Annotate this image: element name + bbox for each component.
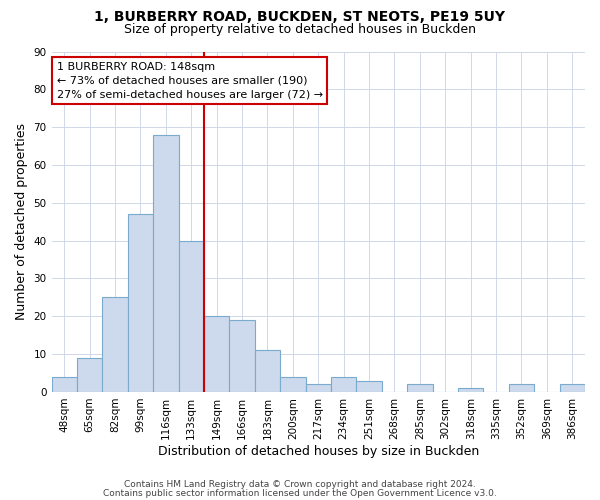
Bar — [280, 377, 305, 392]
Bar — [77, 358, 103, 392]
Bar — [407, 384, 433, 392]
Text: Contains HM Land Registry data © Crown copyright and database right 2024.: Contains HM Land Registry data © Crown c… — [124, 480, 476, 489]
Bar — [153, 134, 179, 392]
Bar — [128, 214, 153, 392]
Bar — [103, 298, 128, 392]
Y-axis label: Number of detached properties: Number of detached properties — [15, 123, 28, 320]
Bar — [305, 384, 331, 392]
Bar — [560, 384, 585, 392]
Bar — [509, 384, 534, 392]
Text: 1, BURBERRY ROAD, BUCKDEN, ST NEOTS, PE19 5UY: 1, BURBERRY ROAD, BUCKDEN, ST NEOTS, PE1… — [95, 10, 505, 24]
Bar — [255, 350, 280, 392]
Bar — [331, 377, 356, 392]
Bar — [179, 240, 204, 392]
Bar — [229, 320, 255, 392]
Bar — [204, 316, 229, 392]
Bar — [458, 388, 484, 392]
Bar — [52, 377, 77, 392]
X-axis label: Distribution of detached houses by size in Buckden: Distribution of detached houses by size … — [158, 444, 479, 458]
Text: 1 BURBERRY ROAD: 148sqm
← 73% of detached houses are smaller (190)
27% of semi-d: 1 BURBERRY ROAD: 148sqm ← 73% of detache… — [57, 62, 323, 100]
Text: Contains public sector information licensed under the Open Government Licence v3: Contains public sector information licen… — [103, 488, 497, 498]
Text: Size of property relative to detached houses in Buckden: Size of property relative to detached ho… — [124, 22, 476, 36]
Bar — [356, 380, 382, 392]
